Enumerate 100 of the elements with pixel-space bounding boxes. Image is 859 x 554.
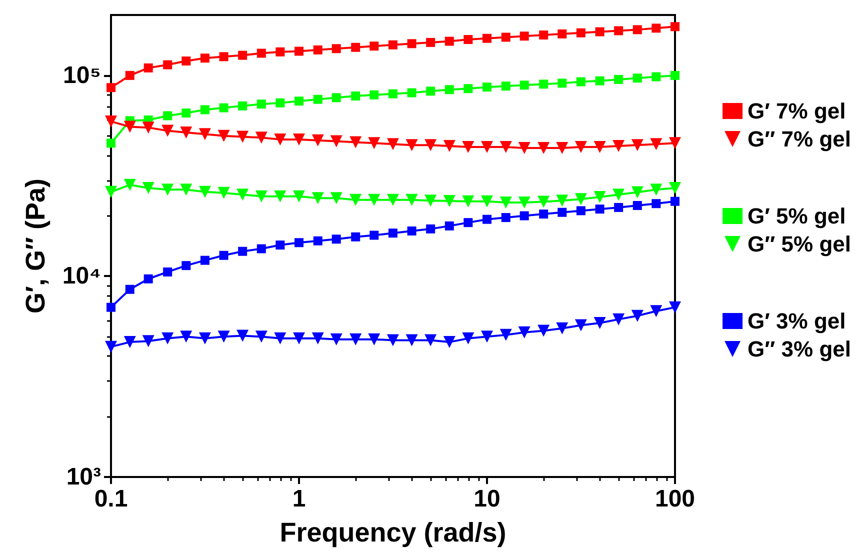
point [538, 324, 550, 337]
point [124, 336, 136, 348]
point [443, 194, 456, 207]
point [182, 56, 191, 66]
point [556, 142, 568, 154]
point [426, 224, 436, 234]
point [125, 284, 134, 294]
point [162, 184, 174, 196]
point [256, 48, 266, 58]
point [332, 234, 341, 244]
legend-label: G′ 7% gel [748, 98, 846, 124]
point [370, 230, 379, 240]
point [464, 218, 473, 228]
point [520, 32, 529, 41]
point [518, 196, 530, 208]
point [632, 25, 642, 34]
point [388, 40, 398, 50]
point [351, 42, 360, 52]
point [162, 332, 174, 344]
point [313, 94, 322, 104]
point [180, 126, 192, 138]
point [574, 193, 587, 206]
point [351, 91, 360, 100]
point [652, 24, 661, 33]
point [652, 72, 661, 82]
legend-label: G′ 3% gel [748, 308, 846, 334]
legend-label: G′ 5% gel [748, 204, 846, 228]
point [180, 330, 192, 343]
y-tick-label: 10⁵ [63, 62, 101, 89]
point [407, 88, 416, 98]
point [255, 330, 268, 343]
point [274, 332, 286, 344]
point [631, 310, 644, 322]
point [332, 44, 341, 54]
point [105, 115, 117, 128]
point [558, 29, 567, 38]
point [464, 35, 473, 44]
point [180, 184, 192, 196]
point [312, 192, 324, 204]
point [218, 330, 230, 343]
point [368, 137, 380, 150]
point [105, 340, 117, 353]
point [539, 80, 548, 89]
point [293, 133, 305, 146]
point [124, 120, 136, 133]
point [106, 302, 116, 312]
point [142, 122, 154, 134]
point [538, 196, 550, 208]
point [163, 111, 172, 120]
point [238, 101, 248, 110]
point [162, 124, 174, 137]
point [106, 83, 116, 92]
point [293, 332, 305, 344]
point [424, 334, 437, 346]
point [350, 194, 362, 206]
point [200, 105, 210, 114]
point [330, 135, 342, 148]
point [426, 38, 436, 47]
point [219, 250, 228, 260]
point [670, 22, 680, 32]
point [444, 36, 454, 46]
point [595, 76, 604, 86]
point [163, 267, 172, 276]
point [255, 132, 268, 144]
point [424, 194, 437, 207]
point [182, 261, 191, 270]
point [614, 26, 624, 36]
point [669, 301, 681, 314]
point [294, 238, 304, 248]
point [313, 45, 322, 54]
point [386, 334, 399, 346]
y-tick-label: 10⁴ [62, 262, 101, 290]
point [274, 190, 286, 202]
point [500, 196, 512, 208]
point [256, 100, 266, 109]
point [312, 134, 324, 146]
point [198, 186, 211, 198]
point [612, 188, 625, 201]
point [424, 139, 437, 152]
x-axis-title: Frequency (rad/s) [280, 518, 506, 548]
point [142, 335, 154, 348]
point [462, 332, 474, 344]
point [388, 228, 398, 238]
x-tick-label: 1 [292, 486, 306, 512]
point [481, 330, 493, 343]
point [631, 139, 644, 152]
point [518, 326, 530, 338]
point [426, 86, 436, 96]
point [595, 204, 604, 214]
point [669, 137, 681, 150]
point [539, 210, 548, 219]
point [538, 142, 550, 154]
point [669, 182, 681, 194]
point [482, 214, 492, 224]
point [276, 240, 285, 250]
point [105, 186, 117, 198]
point [406, 139, 418, 152]
point [236, 130, 249, 143]
point [106, 138, 116, 148]
point [670, 196, 680, 206]
